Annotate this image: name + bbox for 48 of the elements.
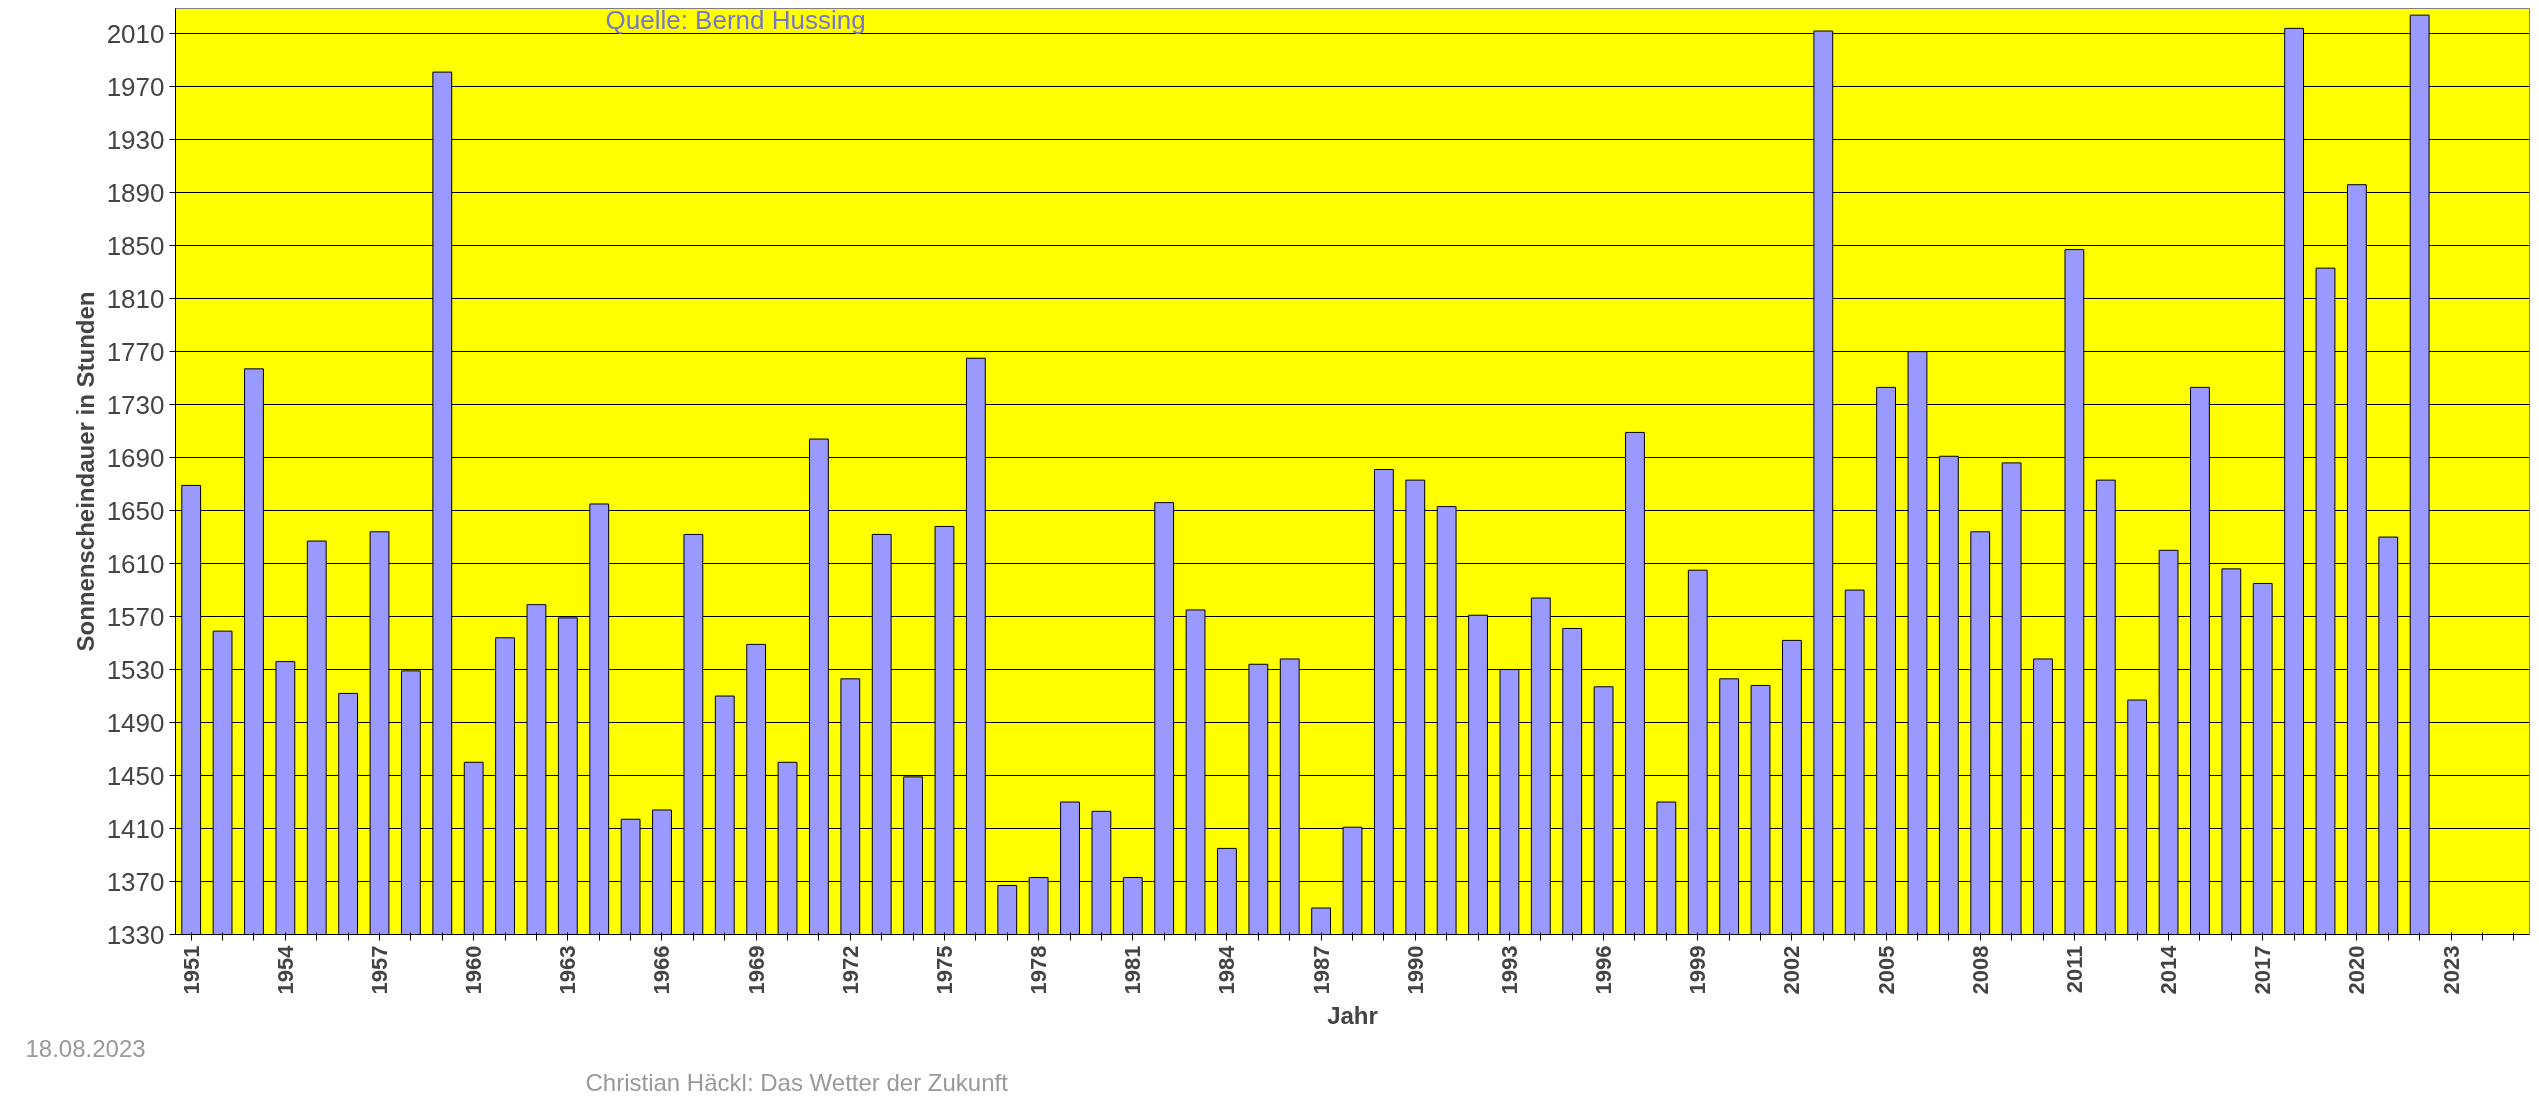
- y-tick-label: 1770: [106, 336, 165, 367]
- x-tick-label: 1993: [1496, 945, 1522, 995]
- x-axis-title: Jahr: [1327, 1002, 1378, 1030]
- y-tick-label: 1850: [106, 230, 165, 261]
- y-tick-label: 1530: [106, 654, 165, 685]
- x-tick-label: 1969: [743, 945, 769, 995]
- x-tick-label: 2017: [2250, 945, 2276, 995]
- x-tick-label: 1978: [1026, 945, 1052, 995]
- x-tick-label: 1984: [1214, 944, 1240, 995]
- x-tick-label: 1966: [649, 945, 675, 995]
- y-tick-label: 1490: [106, 707, 165, 738]
- y-tick-label: 1570: [106, 601, 165, 632]
- x-tick-label: 2005: [1873, 945, 1899, 995]
- text: 18.08.2023: [25, 1034, 146, 1062]
- x-tick-label: 1963: [555, 945, 581, 995]
- x-tick-label: 2008: [1967, 945, 1993, 995]
- y-tick-label: 1330: [106, 919, 165, 950]
- x-tick-label: 1954: [272, 944, 298, 995]
- y-tick-label: 1690: [106, 442, 165, 473]
- x-tick-label: 2020: [2344, 945, 2370, 995]
- y-tick-label: 1610: [106, 548, 165, 579]
- y-tick-label: 1890: [106, 177, 165, 208]
- y-tick-label: 1370: [106, 866, 165, 897]
- y-tick-label: 2010: [106, 18, 165, 49]
- y-tick-label: 1650: [106, 495, 165, 526]
- x-tick-label: 2014: [2156, 944, 2182, 995]
- x-tick-label: 1957: [367, 945, 393, 995]
- x-tick-label: 1996: [1591, 945, 1617, 995]
- x-tick-label: 1999: [1685, 945, 1711, 995]
- x-tick-label: 2002: [1779, 945, 1805, 995]
- x-tick-label: 1960: [461, 945, 487, 995]
- y-tick-label: 1970: [106, 71, 165, 102]
- x-tick-label: 2023: [2438, 945, 2464, 995]
- x-tick-label: 1975: [931, 945, 957, 995]
- x-tick-label: 1972: [837, 945, 863, 995]
- y-tick-label: 1810: [106, 283, 165, 314]
- annotation: Quelle: Bernd Hussing: [605, 4, 866, 35]
- y-tick-label: 1930: [106, 124, 165, 155]
- x-tick-label: 1951: [178, 945, 204, 995]
- y-axis-title: Sonnenscheindauer in Stunden: [71, 291, 99, 652]
- x-tick-label: 2011: [2061, 945, 2087, 994]
- x-tick-label: 1981: [1120, 945, 1146, 995]
- y-tick-label: 1450: [106, 760, 165, 791]
- y-tick-label: 1730: [106, 389, 165, 420]
- text: Christian Häckl: Das Wetter der Zukunft: [585, 1068, 1009, 1096]
- x-tick-label: 1987: [1308, 945, 1334, 995]
- x-tick-label: 1990: [1402, 945, 1428, 995]
- y-tick-label: 1410: [106, 813, 165, 844]
